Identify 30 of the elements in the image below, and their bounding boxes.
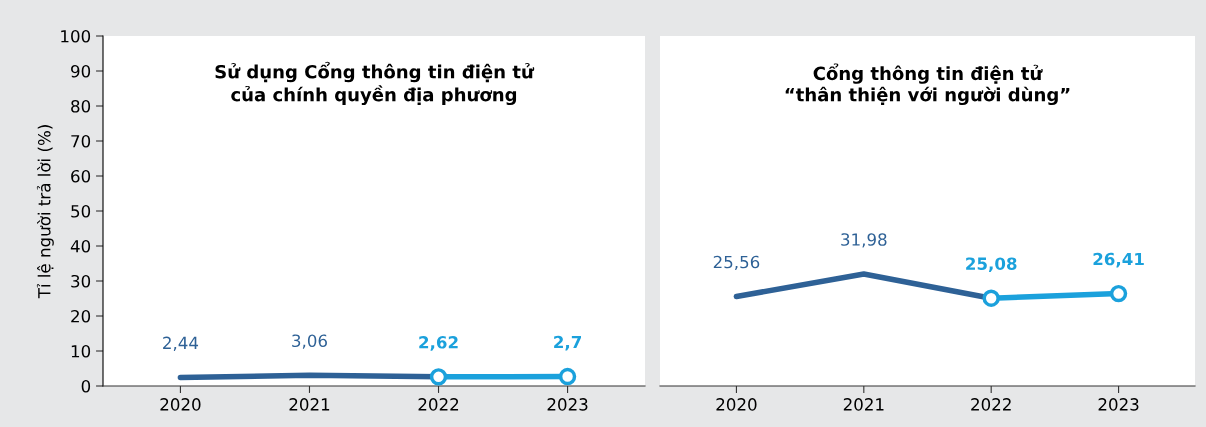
y-tick-label: 70 <box>71 134 91 148</box>
data-label: 25,56 <box>713 255 760 271</box>
data-label: 2,44 <box>163 336 199 351</box>
data-label: 2,62 <box>419 335 458 351</box>
text: Cổng thông tin điện tử “thân thiện với người dùng” <box>785 63 1070 106</box>
y-tick-label: 0 <box>81 379 91 393</box>
x-tick-label: 2020 <box>160 398 201 411</box>
data-label: 26,41 <box>1093 252 1144 268</box>
x-tick-label: 2021 <box>289 398 330 411</box>
y-tick-label: 60 <box>71 169 91 183</box>
x-tick-label: 2021 <box>843 398 884 411</box>
data-label: 2,7 <box>554 335 582 351</box>
y-tick-label: 90 <box>71 64 91 78</box>
y-tick-label: 50 <box>71 204 91 218</box>
x-tick-label: 2023 <box>547 398 588 411</box>
y-tick-label: 80 <box>71 99 91 113</box>
x-tick-label: 2022 <box>418 398 459 411</box>
data-label: 31,98 <box>841 233 887 248</box>
x-tick-label: 2020 <box>716 398 757 411</box>
x-tick-label: 2022 <box>971 398 1011 411</box>
data-label: 25,08 <box>966 257 1017 273</box>
y-tick-label: 40 <box>70 239 91 253</box>
y-tick-label: 30 <box>71 274 91 288</box>
data-label: 3,06 <box>292 334 327 349</box>
y-axis-title: Tỉ lệ người trả lời (%) <box>36 125 54 299</box>
text: Sử dụng Cổng thông tin điện tử của chính quyền địa phương <box>215 61 535 106</box>
x-tick-label: 2023 <box>1098 398 1139 411</box>
y-tick-label: 100 <box>61 29 91 43</box>
y-tick-label: 10 <box>71 344 91 358</box>
y-tick-label: 20 <box>71 309 91 323</box>
